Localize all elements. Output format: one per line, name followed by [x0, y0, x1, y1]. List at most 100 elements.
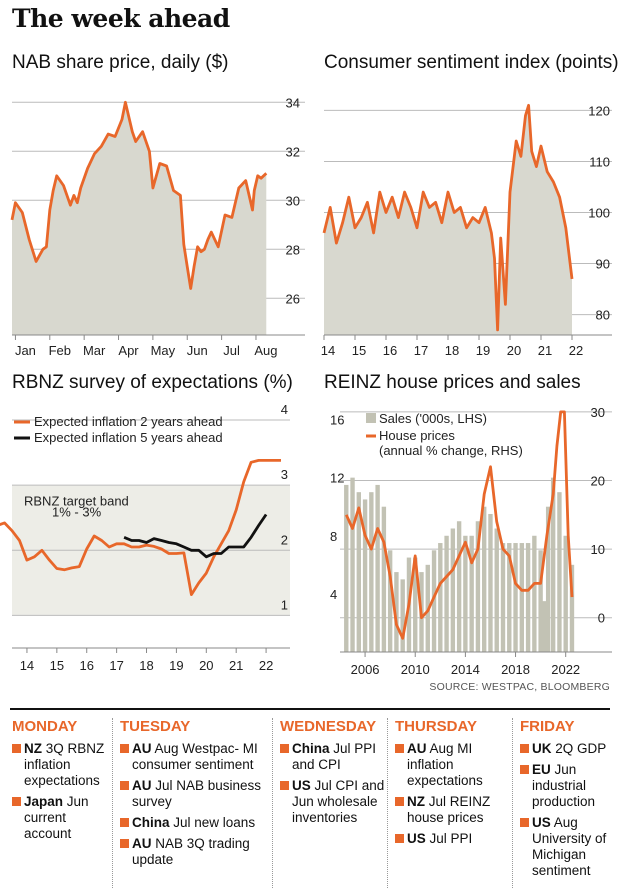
sales-bar — [469, 535, 474, 652]
day-heading: FRIDAY — [520, 718, 575, 735]
sentiment-line — [322, 103, 574, 332]
event-text: 3Q RBNZ inflation expectations — [24, 741, 105, 788]
sales-bar — [362, 499, 368, 652]
chart-title-sentiment: Consumer sentiment index (points) — [324, 52, 619, 73]
y-tick-label-left: 8 — [330, 529, 337, 544]
y-tick-label: 90 — [596, 257, 610, 272]
column-divider — [387, 718, 388, 888]
calendar-event: AU Aug Westpac- MI consumer sentiment — [120, 741, 270, 773]
event-text: Jun current account — [24, 794, 89, 841]
y-tick-label-right: 20 — [591, 473, 605, 488]
x-tick-label: 16 — [79, 658, 93, 673]
price-line — [10, 100, 268, 290]
bullet-square-icon — [120, 839, 129, 848]
event-country: US — [292, 778, 311, 793]
sales-bar — [488, 513, 493, 652]
x-tick-label: 14 — [321, 343, 335, 358]
day-column-tuesday: TUESDAY AU Aug Westpac- MI consumer senti… — [120, 718, 270, 873]
event-text: Jul PPI and CPI — [292, 741, 377, 772]
column-divider — [512, 718, 513, 888]
chart-title-nab: NAB share price, daily ($) — [12, 52, 229, 73]
calendar-event: China Jul new loans — [120, 815, 270, 831]
x-tick-label: 22 — [569, 343, 583, 358]
sales-bar — [381, 506, 387, 652]
sales-bar — [456, 521, 462, 652]
event-country: EU — [532, 762, 551, 777]
sales-bar — [557, 492, 562, 652]
day-heading: WEDNESDAY — [280, 718, 377, 735]
x-tick-label: 19 — [476, 343, 490, 358]
sales-bar — [350, 477, 355, 652]
x-tick-label: 15 — [50, 658, 64, 673]
x-tick-label: 2006 — [351, 662, 380, 677]
x-tick-label: 18 — [139, 658, 153, 673]
event-text: Jul PPI — [425, 831, 473, 846]
bullet-square-icon — [280, 781, 289, 790]
y-tick-label-left: 4 — [330, 587, 337, 602]
day-heading: TUESDAY — [120, 718, 191, 735]
x-tick-label: 2022 — [551, 662, 580, 677]
sales-bar — [482, 506, 487, 652]
chart-title-reinz: REINZ house prices and sales — [324, 372, 581, 393]
event-text: Jul NAB business survey — [132, 778, 262, 809]
house-price-line — [345, 410, 574, 640]
y-tick-label: 2 — [281, 532, 288, 547]
sales-bar — [545, 506, 551, 652]
x-tick-label: 20 — [507, 343, 521, 358]
sales-bar — [394, 572, 399, 652]
sales-bar — [532, 535, 537, 652]
bullet-square-icon — [395, 834, 404, 843]
sales-bar — [475, 521, 481, 652]
sales-bar — [550, 477, 556, 652]
calendar-event: EU Jun industrial production — [520, 762, 615, 810]
y-tick-label: 80 — [596, 308, 610, 323]
x-tick-label: 18 — [445, 343, 459, 358]
day-column-friday: FRIDAY UK 2Q GDP EU Jun industrial product… — [520, 718, 615, 884]
y-tick-label: 32 — [286, 144, 300, 159]
x-tick-label: 22 — [259, 658, 273, 673]
y-tick-label: 110 — [589, 154, 610, 169]
x-tick-label: 15 — [352, 343, 366, 358]
x-tick-label: 2018 — [501, 662, 530, 677]
event-country: NZ — [24, 741, 42, 756]
sales-bar — [413, 557, 418, 652]
bullet-square-icon — [280, 744, 289, 753]
y-tick-label: 3 — [281, 467, 288, 482]
x-tick-label: Jun — [187, 343, 208, 358]
calendar-event: AU NAB 3Q trading update — [120, 836, 270, 868]
y-tick-label: 34 — [286, 95, 300, 110]
x-tick-label: Feb — [49, 343, 71, 358]
day-heading: MONDAY — [12, 718, 78, 735]
sales-bar — [500, 543, 506, 652]
y-tick-label: 26 — [286, 291, 300, 306]
calendar-event: China Jul PPI and CPI — [280, 741, 388, 773]
calendar-event: US Aug University of Michigan sentiment — [520, 815, 615, 879]
y-tick-label-right: 0 — [598, 611, 605, 626]
bullet-square-icon — [120, 781, 129, 790]
sales-bar — [444, 535, 449, 652]
sales-bar — [519, 543, 525, 652]
bullet-square-icon — [120, 744, 129, 753]
y-tick-label-right: 10 — [591, 542, 605, 557]
calendar-event: NZ Jul REINZ house prices — [395, 794, 510, 826]
event-country: AU — [407, 741, 427, 756]
x-tick-label: 14 — [20, 658, 34, 673]
event-text: Aug Westpac- MI consumer sentiment — [132, 741, 258, 772]
sales-bar — [513, 543, 518, 652]
area-fill — [12, 102, 267, 335]
x-tick-label: 2014 — [451, 662, 480, 677]
sales-bar — [356, 492, 362, 652]
event-country: China — [132, 815, 170, 830]
day-column-thursday: THURSDAY AU Aug MI inflation expectations… — [395, 718, 510, 852]
source-note: SOURCE: WESTPAC, BLOOMBERG — [429, 681, 610, 693]
x-tick-label: 16 — [383, 343, 397, 358]
sales-bar — [494, 528, 499, 652]
event-country: UK — [532, 741, 552, 756]
series-2yr-line — [0, 459, 281, 596]
sales-bar — [387, 550, 393, 652]
band-label: RBNZ target band — [24, 493, 129, 508]
sales-bar — [450, 528, 456, 652]
bullet-square-icon — [395, 744, 404, 753]
event-text: Jul REINZ house prices — [407, 794, 491, 825]
